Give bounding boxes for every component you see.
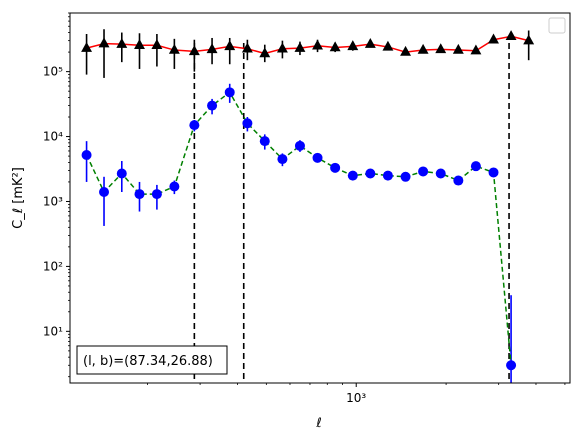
data-point — [241, 42, 253, 53]
data-point — [470, 161, 481, 172]
data-point — [523, 34, 535, 45]
series-2 — [81, 83, 517, 383]
data-point — [312, 39, 323, 50]
data-point — [81, 41, 93, 52]
plot-frame — [69, 12, 571, 384]
annotation-box — [76, 345, 228, 375]
x-axis-label: ℓ — [315, 416, 321, 431]
series-line — [86, 35, 529, 55]
annotation-text: (l, b)=(87.34,26.88) — [83, 354, 213, 369]
data-point — [277, 154, 288, 165]
series-layer — [81, 29, 535, 383]
data-point — [470, 44, 482, 55]
data-point — [453, 175, 464, 186]
data-point — [330, 162, 341, 173]
data-point — [312, 152, 323, 163]
data-point — [294, 140, 305, 151]
legend-box — [548, 17, 566, 34]
data-point — [151, 189, 162, 200]
data-point — [224, 87, 235, 98]
data-point — [151, 39, 163, 49]
series-line — [85, 91, 512, 366]
data-point — [347, 40, 359, 51]
data-point — [364, 37, 376, 48]
data-point — [506, 360, 517, 371]
data-point — [98, 37, 110, 48]
data-point — [329, 41, 341, 52]
x-tick-label: 10³ — [346, 391, 366, 405]
y-tick-label: 10⁵ — [43, 65, 63, 79]
data-point — [382, 170, 393, 181]
data-point — [435, 168, 446, 179]
y-tick-label: 10¹ — [43, 324, 63, 338]
data-point — [418, 166, 429, 177]
data-point — [134, 39, 145, 49]
y-axis-label: C_ℓ [mK²] — [11, 167, 26, 229]
data-point — [189, 120, 200, 131]
data-point — [116, 37, 128, 48]
data-point — [276, 42, 288, 53]
data-point — [206, 43, 218, 54]
series-1 — [81, 29, 535, 78]
data-point — [134, 189, 145, 200]
data-point — [169, 181, 180, 192]
data-point — [417, 43, 429, 54]
data-point — [168, 43, 180, 54]
data-point — [188, 45, 200, 56]
data-point — [81, 149, 92, 160]
data-point — [400, 45, 412, 56]
data-point — [488, 167, 499, 178]
data-point — [116, 168, 127, 179]
y-tick-label: 10³ — [43, 194, 63, 208]
data-point — [382, 40, 394, 51]
data-point — [435, 43, 447, 54]
data-point — [347, 170, 358, 181]
data-point — [259, 136, 270, 147]
vertical-lines-layer — [193, 43, 510, 383]
data-point — [488, 33, 499, 44]
axes-layer: 10¹ 10² 10³ 10⁴ 10⁵ 10³ — [43, 12, 566, 405]
data-point — [505, 30, 517, 41]
data-point — [207, 100, 218, 111]
y-tick-label: 10² — [43, 259, 63, 273]
data-point — [294, 41, 306, 52]
y-tick-label: 10⁴ — [43, 130, 63, 144]
data-point — [365, 168, 376, 179]
data-point — [99, 186, 110, 197]
data-point — [242, 118, 253, 129]
data-point — [259, 47, 271, 58]
data-point — [400, 171, 411, 182]
data-point — [224, 40, 236, 51]
data-point — [452, 43, 464, 54]
